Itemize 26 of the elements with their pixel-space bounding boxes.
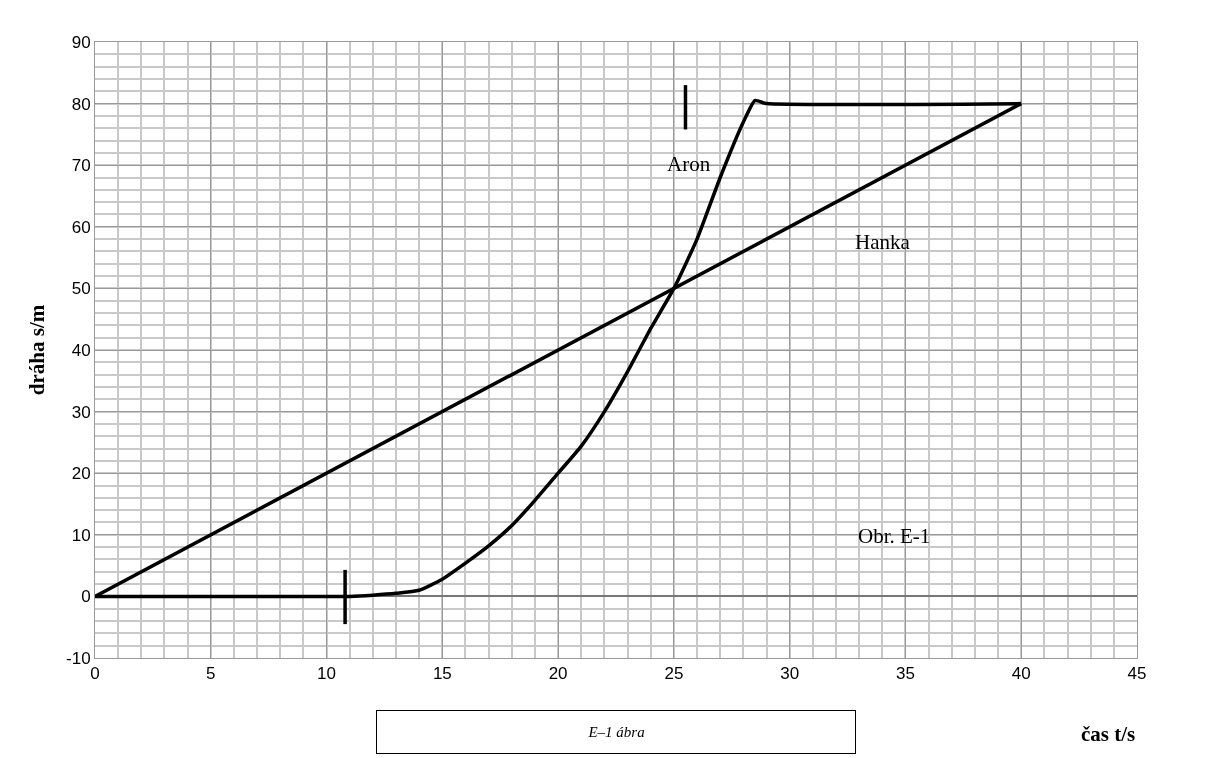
y-tick-label: 50 — [71, 279, 91, 299]
x-tick-label: 10 — [317, 664, 337, 684]
annotation: Obr. E-1 — [858, 524, 931, 548]
y-tick-label: -10 — [66, 648, 91, 668]
x-tick-label: 30 — [780, 664, 800, 684]
x-tick-label: 5 — [206, 664, 216, 684]
x-tick-label: 40 — [1011, 664, 1031, 684]
series-label: Aron — [667, 152, 711, 176]
x-tick-label: 35 — [895, 664, 915, 684]
y-tick-label: 10 — [71, 525, 91, 545]
y-tick-label: 0 — [81, 587, 91, 607]
y-tick-label: 30 — [71, 402, 91, 422]
y-tick-label: 70 — [71, 156, 91, 176]
x-tick-label: 20 — [548, 664, 568, 684]
y-tick-label: 90 — [71, 32, 91, 52]
x-tick-label: 45 — [1127, 664, 1147, 684]
x-tick-label: 15 — [432, 664, 452, 684]
y-tick-label: 40 — [71, 340, 91, 360]
y-axis-title: dráha s/m — [25, 304, 50, 396]
y-tick-label: 20 — [71, 464, 91, 484]
x-axis-title: čas t/s — [1081, 722, 1136, 746]
x-tick-label: 25 — [664, 664, 684, 684]
y-tick-label: 80 — [71, 94, 91, 114]
text: E–1 ábra — [587, 724, 645, 740]
y-tick-label: 60 — [71, 217, 91, 237]
series-label: Hanka — [855, 230, 911, 254]
